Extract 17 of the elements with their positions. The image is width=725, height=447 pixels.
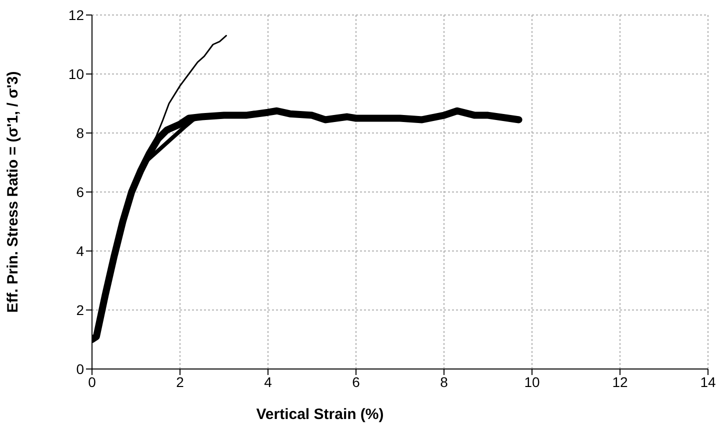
x-tick-label: 12 bbox=[612, 374, 628, 390]
x-tick-label: 14 bbox=[700, 374, 716, 390]
x-tick-label: 0 bbox=[88, 374, 96, 390]
y-tick-label: 4 bbox=[76, 242, 84, 259]
x-tick-label: 10 bbox=[524, 374, 540, 390]
x-tick-label: 8 bbox=[440, 374, 448, 390]
y-axis-title: Eff. Prin. Stress Ratio = (σ'1, / σ'3) bbox=[4, 71, 22, 313]
x-tick-label: 6 bbox=[352, 374, 360, 390]
y-tick-label: 6 bbox=[76, 184, 84, 200]
y-tick-label: 8 bbox=[76, 124, 84, 141]
y-tick-label: 0 bbox=[76, 360, 84, 377]
y-tick-label: 2 bbox=[76, 302, 84, 318]
x-tick-label: 2 bbox=[176, 374, 184, 390]
y-tick-label: 12 bbox=[68, 6, 84, 23]
y-tick-label: 10 bbox=[68, 66, 84, 82]
x-axis-title: Vertical Strain (%) bbox=[256, 406, 384, 423]
x-tick-label: 4 bbox=[264, 374, 272, 390]
